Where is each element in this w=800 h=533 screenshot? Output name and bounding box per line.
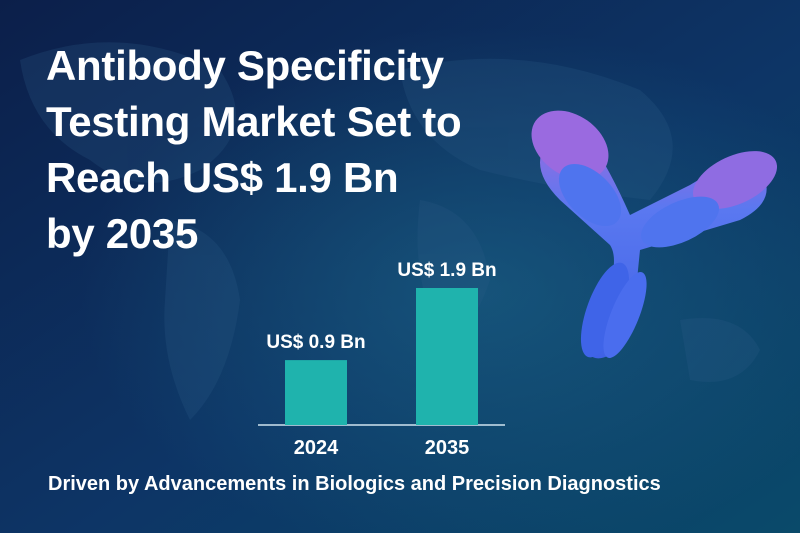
chart-title: Antibody Specificity Testing Market Set … bbox=[46, 42, 462, 257]
x-tick-label: 2035 bbox=[425, 437, 470, 459]
world-map bbox=[20, 42, 760, 420]
value-label: US$ 1.9 Bn bbox=[397, 260, 496, 281]
x-tick-label: 2024 bbox=[294, 437, 339, 459]
antibody-illustration bbox=[531, 110, 778, 359]
bar bbox=[416, 288, 478, 425]
value-label: US$ 0.9 Bn bbox=[266, 332, 365, 353]
caption: Driven by Advancements in Biologics and … bbox=[48, 473, 661, 495]
bar bbox=[285, 360, 347, 425]
